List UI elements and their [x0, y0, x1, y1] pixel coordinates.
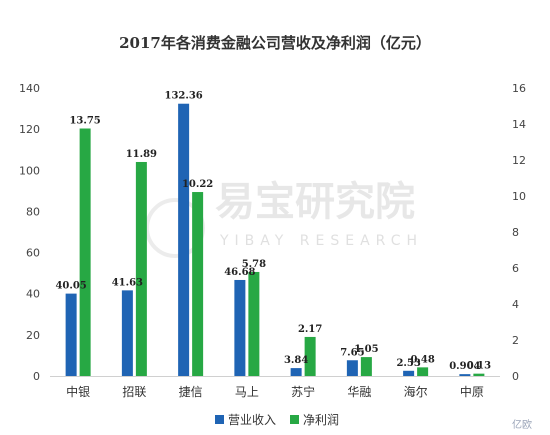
data-label-revenue: 132.36 — [164, 91, 202, 102]
bar-net-profit — [417, 367, 429, 376]
data-label-revenue: 40.05 — [55, 281, 86, 292]
data-label-revenue: 0.904 — [449, 361, 480, 372]
right-tick-label: 0 — [512, 370, 519, 383]
bars-group — [65, 103, 485, 377]
left-tick-label: 140 — [19, 82, 40, 95]
chart-title: 2017年各消费金融公司营收及净利润（亿元） — [119, 34, 431, 52]
bar-net-profit — [135, 161, 147, 376]
bar-revenue — [234, 279, 246, 376]
left-tick-label: 20 — [26, 329, 40, 342]
bar-net-profit — [473, 373, 485, 376]
right-tick-label: 4 — [512, 298, 519, 311]
bar-net-profit — [79, 128, 91, 376]
data-label-net-profit: 0.48 — [410, 354, 434, 365]
data-label-revenue: 7.65 — [340, 347, 364, 358]
bar-revenue — [290, 368, 302, 376]
legend-swatch-revenue — [215, 415, 224, 424]
data-label-revenue: 3.84 — [284, 355, 308, 366]
legend-swatch-net-profit — [290, 415, 299, 424]
category-labels: 中银 招联 捷信 马上 苏宁 华融 海尔 中原 — [66, 384, 484, 399]
left-y-axis: 0 20 40 60 80 100 120 140 — [19, 82, 40, 383]
data-label-revenue: 2.53 — [396, 358, 420, 369]
data-label-net-profit: 5.78 — [242, 259, 266, 270]
category-label: 华融 — [347, 385, 371, 399]
data-label-net-profit: 1.05 — [354, 344, 378, 355]
bar-revenue — [459, 374, 471, 376]
category-label: 海尔 — [404, 384, 428, 399]
category-label: 中银 — [66, 384, 90, 399]
left-tick-label: 60 — [26, 247, 40, 260]
data-labels-group: 40.05 13.75 41.63 11.89 132.36 10.22 46.685.78… — [55, 91, 491, 372]
data-label-revenue: 46.68 — [224, 267, 255, 278]
data-label-net-profit: 11.89 — [126, 149, 157, 160]
legend-label-net-profit: 净利润 — [303, 413, 339, 427]
corner-mark: 亿欧 — [512, 418, 532, 431]
left-tick-label: 40 — [26, 288, 40, 301]
left-tick-label: 100 — [19, 164, 40, 177]
category-label: 马上 — [235, 385, 259, 399]
right-tick-label: 12 — [512, 154, 526, 167]
left-tick-label: 80 — [26, 205, 40, 218]
bar-revenue — [346, 360, 358, 376]
right-y-axis: 0 2 4 6 8 10 12 14 16 — [512, 82, 526, 383]
data-label-net-profit: 10.22 — [182, 179, 213, 190]
data-label-net-profit: 0.13 — [467, 361, 491, 372]
watermark: 易宝研究院 YIBAY RESEARCH — [145, 179, 423, 258]
bar-revenue — [121, 290, 133, 376]
right-tick-label: 2 — [512, 334, 519, 347]
bar-net-profit — [360, 357, 372, 376]
data-label-revenue: 41.63 — [112, 277, 143, 288]
watermark-text: 易宝研究院 — [215, 179, 415, 225]
data-label-net-profit: 13.75 — [69, 116, 100, 127]
category-label: 苏宁 — [291, 384, 315, 399]
bar-net-profit — [248, 271, 260, 376]
watermark-subtext: YIBAY RESEARCH — [219, 233, 423, 249]
category-label: 招联 — [122, 385, 146, 399]
left-tick-label: 0 — [33, 370, 40, 383]
category-label: 捷信 — [179, 385, 203, 399]
left-tick-label: 120 — [19, 123, 40, 136]
right-tick-label: 8 — [512, 226, 519, 239]
right-tick-label: 6 — [512, 262, 519, 275]
bar-net-profit — [192, 192, 204, 376]
bar-revenue — [178, 103, 190, 377]
bar-net-profit — [304, 336, 316, 376]
right-tick-label: 14 — [512, 118, 526, 131]
legend: 营业收入 净利润 — [215, 413, 339, 427]
right-tick-label: 10 — [512, 190, 526, 203]
category-label: 中原 — [460, 384, 484, 399]
right-tick-label: 16 — [512, 82, 526, 95]
legend-label-revenue: 营业收入 — [228, 413, 276, 427]
bar-revenue — [403, 370, 415, 376]
bar-revenue — [65, 293, 77, 376]
data-label-net-profit: 2.17 — [298, 324, 322, 335]
